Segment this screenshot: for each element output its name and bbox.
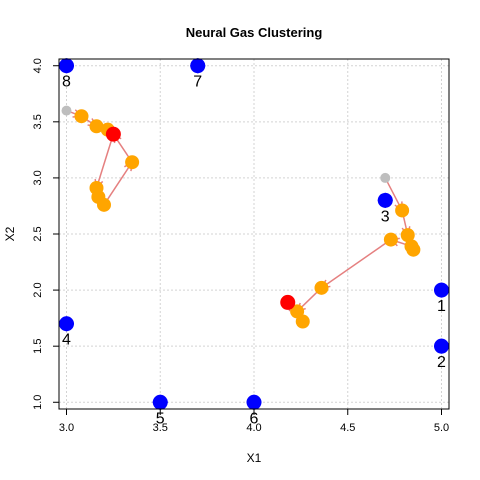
trajectory-node [125,155,139,169]
trajectory-node [405,239,419,253]
data-point-label: 4 [62,332,71,349]
trajectory-segment [104,162,132,205]
trajectory-segment [97,134,114,188]
y-axis-label: X2 [3,226,17,241]
y-tick-label: 1.0 [32,395,44,410]
data-point-label: 7 [193,74,202,91]
trajectory-start-point [62,106,72,116]
y-tick-label: 2.0 [32,282,44,297]
trajectory-node [75,109,89,123]
x-axis-label: X1 [247,451,262,465]
trajectory-end-point [280,295,295,310]
y-tick-label: 4.0 [32,58,44,73]
trajectory-segment [322,240,391,288]
trajectory-node [315,281,329,295]
data-point-label: 3 [381,208,390,225]
x-tick-label: 3.0 [59,422,74,434]
y-tick-label: 3.5 [32,114,44,129]
data-point-label: 1 [437,298,446,315]
axes: 3.0 3.5 4.0 4.5 5.0 1.0 1.5 2.0 2.5 3.0 3.5 4.0 [32,58,449,434]
x-tick-label: 3.5 [153,422,168,434]
x-tick-label: 4.0 [246,422,261,434]
trajectory-node [97,198,111,212]
trajectory-node [384,233,398,247]
data-point-label: 8 [62,74,71,91]
trajectory-node [296,315,310,329]
trajectory-start-point [380,173,390,183]
data-point-label: 2 [437,354,446,371]
y-tick-label: 2.5 [32,226,44,241]
chart-title: Neural Gas Clustering [186,25,323,40]
x-tick-label: 4.5 [340,422,355,434]
trajectory-end-point [106,127,121,142]
y-tick-label: 1.5 [32,339,44,354]
y-tick-label: 3.0 [32,170,44,185]
x-tick-label: 5.0 [434,422,449,434]
trajectory-nodes [62,106,421,329]
trajectory-node [395,203,409,217]
